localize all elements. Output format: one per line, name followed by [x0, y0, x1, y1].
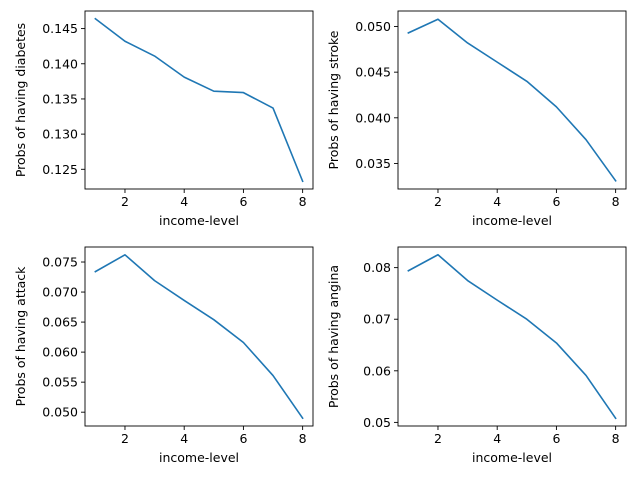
y-tick-label: 0.08: [363, 260, 391, 275]
y-tick-label: 0.135: [42, 91, 78, 106]
y-tick-label: 0.06: [363, 363, 391, 378]
series-line: [94, 17, 304, 183]
subplots: 2 4 6 8 0.125 0.130 0.135 0.140 0.145 income-leve…: [13, 10, 627, 465]
series-line: [407, 18, 617, 182]
subplot-3: 2 4 6 8 0.050 0.055 0.060 0.065 0.070 0.075 income…: [13, 246, 314, 465]
y-tick-label: 0.035: [355, 156, 391, 171]
x-tick-label: 6: [239, 194, 247, 209]
y-tick-label: 0.07: [363, 312, 391, 327]
x-axis-label: income-level: [159, 213, 239, 228]
y-tick-label: 0.050: [42, 405, 78, 420]
axes-frame: [397, 246, 627, 427]
subplot-1: 2 4 6 8 0.125 0.130 0.135 0.140 0.145 income-leve…: [13, 10, 314, 228]
x-tick-label: 2: [434, 431, 442, 446]
y-tick-label: 0.140: [42, 56, 78, 71]
y-tick-label: 0.055: [42, 375, 78, 390]
x-tick-label: 4: [493, 194, 501, 209]
y-axis-label: Probs of having attack: [13, 266, 28, 407]
y-axis-label: Probs of having angina: [326, 265, 341, 408]
x-tick-label: 4: [180, 431, 188, 446]
axes-frame: [84, 10, 314, 190]
y-tick-label: 0.130: [42, 127, 78, 142]
x-tick-label: 6: [239, 431, 247, 446]
x-axis-label: income-level: [472, 213, 552, 228]
x-tick-label: 8: [612, 431, 620, 446]
x-tick-label: 2: [121, 194, 129, 209]
x-axis-label: income-level: [472, 450, 552, 465]
x-axis-label: income-level: [159, 450, 239, 465]
x-tick-label: 4: [180, 194, 188, 209]
y-tick-label: 0.045: [355, 65, 391, 80]
y-tick-label: 0.065: [42, 315, 78, 330]
axes-frame: [397, 10, 627, 190]
y-tick-label: 0.040: [355, 110, 391, 125]
y-tick-label: 0.125: [42, 162, 78, 177]
y-tick-label: 0.075: [42, 255, 78, 270]
x-tick-label: 6: [552, 194, 560, 209]
y-tick-label: 0.05: [363, 415, 391, 430]
subplot-2: 2 4 6 8 0.035 0.040 0.045 0.050 income-level Prob…: [326, 10, 627, 228]
y-tick-label: 0.145: [42, 21, 78, 36]
x-tick-label: 6: [552, 431, 560, 446]
x-tick-label: 2: [121, 431, 129, 446]
series-line: [94, 254, 304, 420]
series-line: [407, 253, 617, 420]
x-tick-label: 8: [299, 194, 307, 209]
y-tick-label: 0.050: [355, 19, 391, 34]
x-tick-label: 4: [493, 431, 501, 446]
x-tick-label: 8: [299, 431, 307, 446]
y-tick-label: 0.070: [42, 285, 78, 300]
x-tick-label: 8: [612, 194, 620, 209]
y-tick-label: 0.060: [42, 345, 78, 360]
y-axis-label: Probs of having diabetes: [13, 23, 28, 177]
y-axis-label: Probs of having stroke: [326, 30, 341, 169]
axes-frame: [84, 246, 314, 427]
subplot-4: 2 4 6 8 0.05 0.06 0.07 0.08 income-level Probs of…: [326, 246, 627, 465]
x-tick-label: 2: [434, 194, 442, 209]
